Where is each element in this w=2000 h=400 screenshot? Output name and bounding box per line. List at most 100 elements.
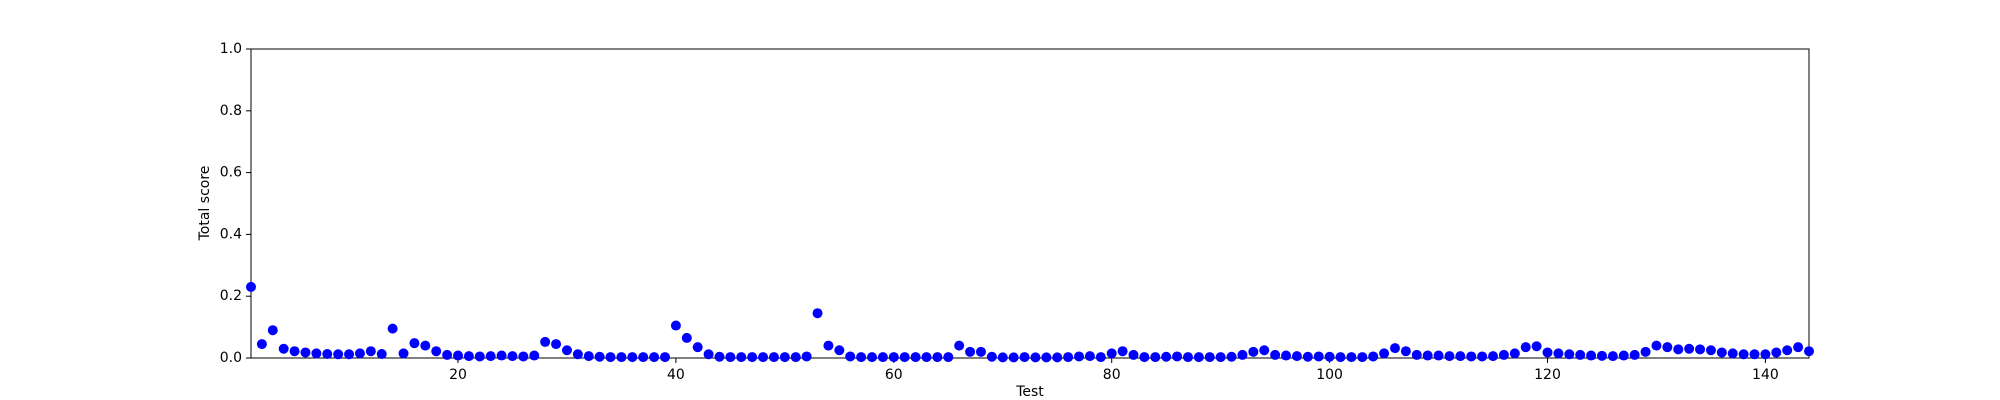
point	[376, 348, 387, 359]
point	[823, 340, 834, 351]
point	[1607, 351, 1618, 362]
point	[605, 352, 616, 363]
point	[1749, 349, 1760, 360]
point	[1629, 349, 1640, 360]
y-tick-label: 0.2	[220, 288, 242, 304]
point	[485, 351, 496, 362]
point	[1291, 351, 1302, 362]
point	[1411, 349, 1422, 360]
point	[1313, 351, 1324, 362]
point	[354, 348, 365, 359]
point	[1422, 350, 1433, 361]
point	[1662, 342, 1673, 353]
point	[649, 352, 660, 363]
point	[1793, 342, 1804, 353]
point	[1139, 352, 1150, 363]
point	[627, 352, 638, 363]
point	[932, 352, 943, 363]
point	[768, 352, 779, 363]
point	[442, 349, 453, 360]
point	[997, 352, 1008, 363]
y-tick-label: 1.0	[220, 41, 242, 57]
point	[790, 352, 801, 363]
point	[1738, 349, 1749, 360]
point	[1041, 352, 1052, 363]
point	[736, 352, 747, 363]
point	[845, 351, 856, 362]
point	[812, 308, 823, 319]
point	[1782, 345, 1793, 356]
x-tick-label: 120	[1534, 367, 1561, 383]
point	[725, 352, 736, 363]
point	[1030, 352, 1041, 363]
point	[1651, 340, 1662, 351]
point	[1106, 348, 1117, 359]
point	[1477, 351, 1488, 362]
point	[420, 340, 431, 351]
point	[1705, 345, 1716, 356]
point	[1433, 350, 1444, 361]
y-tick-label: 0.8	[220, 103, 242, 119]
point	[877, 352, 888, 363]
point	[474, 351, 485, 362]
point	[943, 352, 954, 363]
point	[398, 348, 409, 359]
point	[1640, 346, 1651, 357]
point	[1357, 352, 1368, 363]
point	[529, 350, 540, 361]
point	[572, 349, 583, 360]
point	[867, 352, 878, 363]
y-axis-label: Total score	[197, 166, 213, 242]
point	[1204, 352, 1215, 363]
point	[1531, 341, 1542, 352]
point	[1346, 352, 1357, 363]
point	[1117, 346, 1128, 357]
point	[1259, 345, 1270, 356]
point	[616, 352, 627, 363]
point	[801, 351, 812, 362]
point	[246, 281, 256, 292]
point	[1509, 348, 1520, 359]
point	[507, 351, 518, 362]
point	[910, 352, 921, 363]
point	[1172, 351, 1183, 362]
x-axis-label: Test	[1015, 384, 1044, 400]
x-tick-label: 80	[1103, 367, 1121, 383]
point	[1008, 352, 1019, 363]
point	[278, 343, 289, 354]
point	[1400, 346, 1411, 357]
point	[1542, 347, 1553, 358]
point	[344, 349, 355, 360]
point	[954, 340, 965, 351]
point	[1684, 343, 1695, 354]
x-tick-label: 20	[449, 367, 467, 383]
point	[692, 342, 703, 353]
point	[594, 351, 605, 362]
point	[387, 323, 398, 334]
point	[1760, 349, 1771, 360]
point	[1553, 348, 1564, 359]
point	[1215, 352, 1226, 363]
point	[561, 345, 572, 356]
point	[1618, 350, 1629, 361]
point	[1695, 344, 1706, 355]
point	[583, 351, 594, 362]
point	[463, 351, 474, 362]
point	[1716, 347, 1727, 358]
point	[921, 352, 932, 363]
y-tick-label: 0.4	[220, 226, 242, 242]
point	[311, 348, 322, 359]
point	[1488, 351, 1499, 362]
point	[1673, 344, 1684, 355]
point	[986, 351, 997, 362]
point	[888, 352, 899, 363]
point	[965, 346, 976, 357]
point	[856, 352, 867, 363]
point	[1586, 350, 1597, 361]
point	[1771, 347, 1782, 358]
point	[1498, 349, 1509, 360]
point	[1226, 351, 1237, 362]
point	[333, 349, 344, 360]
point	[1466, 351, 1477, 362]
